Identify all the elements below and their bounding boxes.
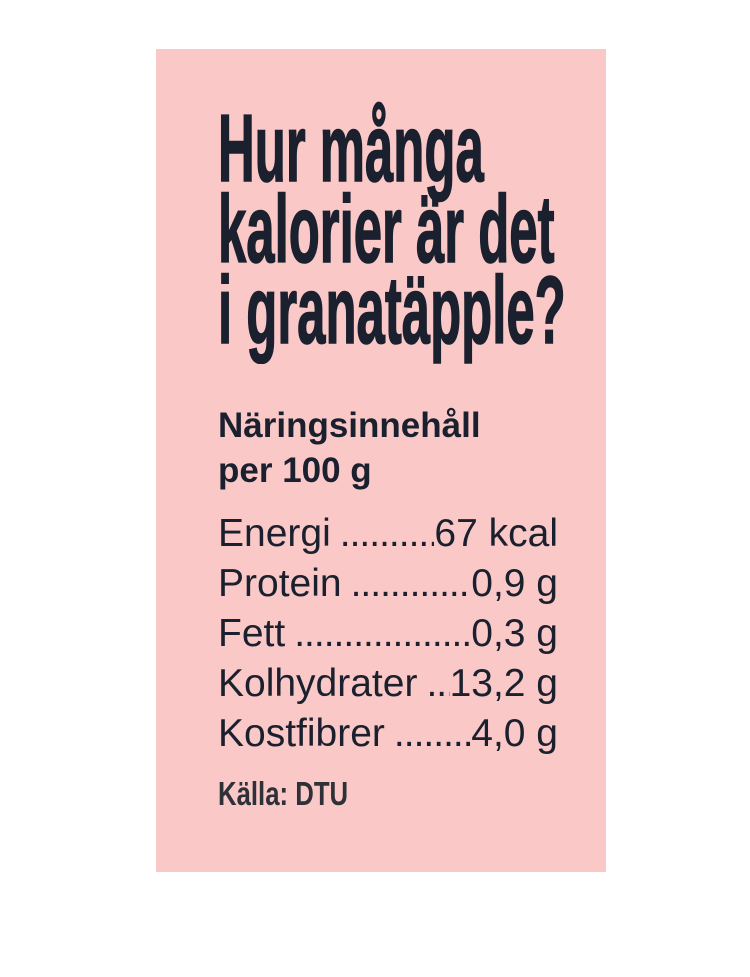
nutrition-row-protein: Protein ................ 0,9 g: [218, 559, 558, 609]
nutrient-value: 13,2 g: [449, 662, 558, 705]
source-note: Källa: DTU: [218, 775, 349, 812]
headline-line-1: Hur många: [218, 95, 485, 202]
info-card: Hur många kalorier är det i granatäpple?…: [156, 49, 606, 872]
nutrient-label: Protein: [218, 562, 342, 605]
dot-leader: .....: [426, 662, 449, 705]
nutrient-label: Fett: [218, 612, 286, 655]
headline-line-3: i granatäpple?: [218, 257, 567, 364]
nutrient-value: 67 kcal: [434, 512, 558, 555]
nutrition-row-fett: Fett ..................... 0,3 g: [218, 609, 558, 659]
dot-leader: .....................: [294, 612, 472, 655]
nutrient-label: Energi: [218, 512, 331, 555]
dot-leader: .............: [339, 512, 435, 555]
nutrition-row-kolhydrater: Kolhydrater ..... 13,2 g: [218, 659, 558, 709]
dot-leader: ..........: [393, 712, 471, 755]
nutrient-value: 0,9 g: [471, 562, 558, 605]
nutrition-heading-line-1: Näringsinnehåll: [218, 406, 481, 445]
nutrient-value: 0,3 g: [471, 612, 558, 655]
nutrition-list: Energi ............. 67 kcal Protein ...…: [218, 509, 558, 759]
nutrient-label: Kolhydrater: [218, 662, 418, 705]
headline: Hur många kalorier är det i granatäpple?: [218, 95, 567, 364]
headline-line-2: kalorier är det: [218, 176, 555, 283]
dot-leader: ................: [350, 562, 472, 605]
nutrition-heading-line-2: per 100 g: [218, 451, 372, 490]
nutrient-label: Kostfibrer: [218, 712, 385, 755]
nutrition-heading: Näringsinnehåll per 100 g: [218, 403, 481, 493]
nutrition-row-energi: Energi ............. 67 kcal: [218, 509, 558, 559]
nutrition-row-kostfibrer: Kostfibrer .......... 4,0 g: [218, 709, 558, 759]
nutrient-value: 4,0 g: [471, 712, 558, 755]
